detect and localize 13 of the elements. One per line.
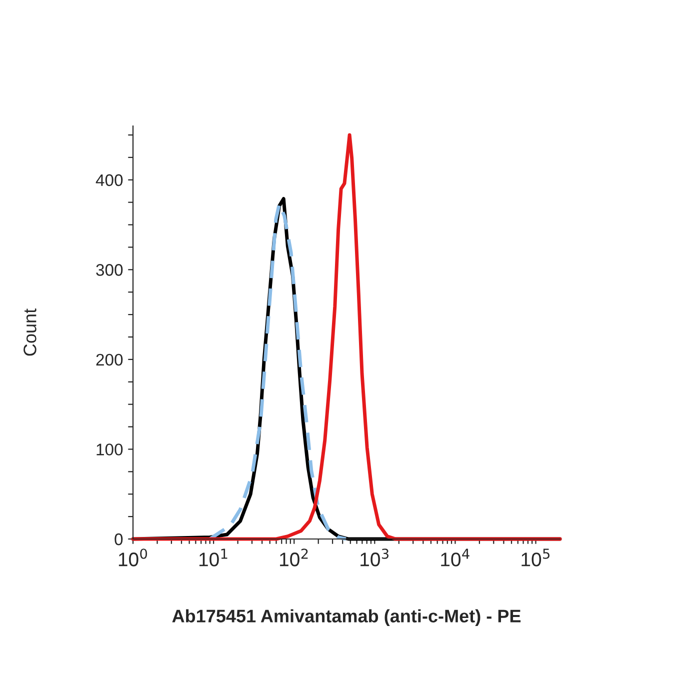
x-tick-label: 10$^{5}$ (522, 548, 550, 566)
y-tick-label: 100 (96, 444, 123, 456)
x-axis-title: Ab175451 Amivantamab (anti-c-Met) - PE (172, 609, 521, 626)
y-tick-label: 200 (96, 354, 123, 366)
y-axis-title: Count (24, 308, 36, 356)
y-tick-label: 300 (96, 264, 123, 276)
y-tick-label: 400 (96, 174, 123, 186)
y-tick-label: 0 (114, 533, 123, 546)
x-tick-label: 10$^{0}$ (118, 548, 148, 566)
x-tick-label: 10$^{4}$ (441, 548, 470, 566)
x-tick-label: 10$^{2}$ (280, 548, 308, 566)
x-tick-label: 10$^{1}$ (199, 548, 228, 566)
x-tick-label: 10$^{3}$ (360, 548, 388, 566)
